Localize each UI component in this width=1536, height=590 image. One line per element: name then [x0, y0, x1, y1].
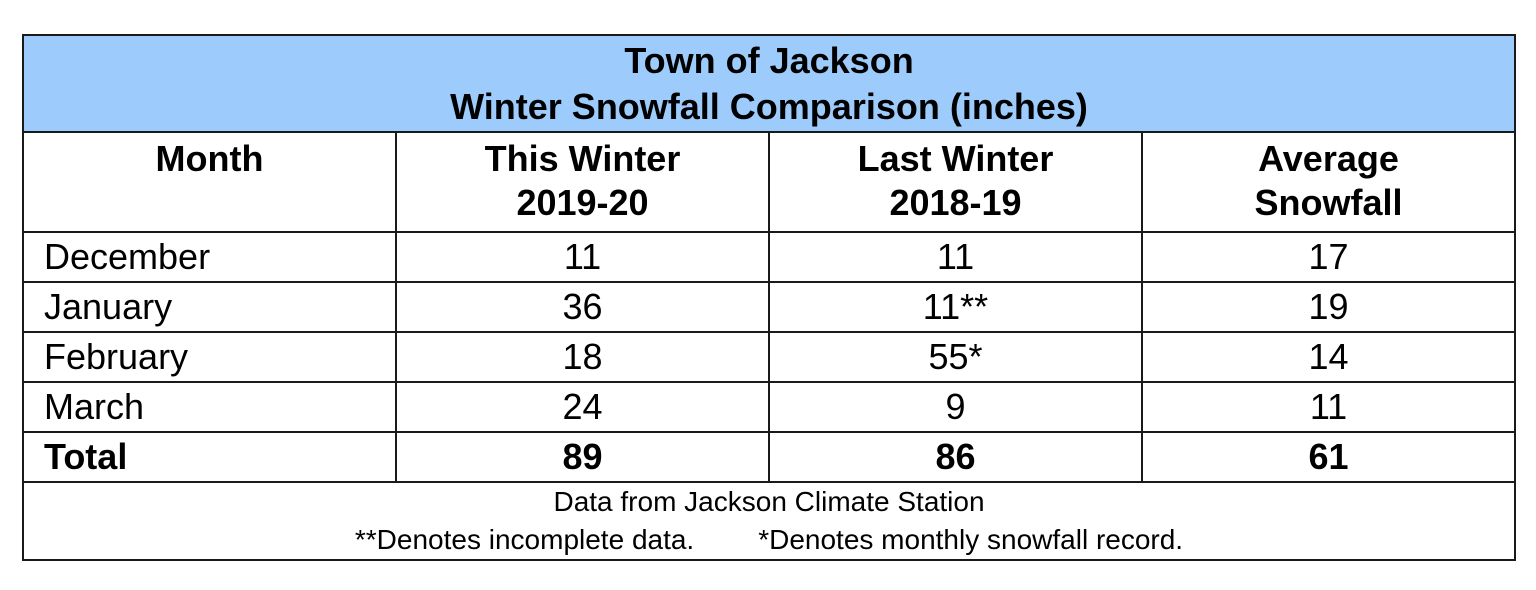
title-line-2: Winter Snowfall Comparison (inches) [450, 85, 1088, 127]
data-source-note: Data from Jackson Climate Station [553, 486, 985, 517]
column-header-average: Average Snowfall [1141, 131, 1516, 233]
footnotes: **Denotes incomplete data. *Denotes month… [24, 521, 1514, 559]
column-header-label: Last Winter [857, 138, 1054, 179]
table-title: Town of Jackson Winter Snowfall Comparis… [22, 34, 1516, 133]
month-cell: March [22, 381, 397, 433]
month-cell: February [22, 331, 397, 383]
average-cell: 14 [1141, 331, 1516, 383]
column-header-label: This Winter [484, 138, 681, 179]
this-winter-cell: 36 [395, 281, 770, 333]
column-header-label: Average [1258, 138, 1399, 179]
column-header-sublabel: 2019-20 [516, 182, 649, 223]
column-header-last-winter: Last Winter 2018-19 [768, 131, 1143, 233]
average-cell: 11 [1141, 381, 1516, 433]
record-note: *Denotes monthly snowfall record. [758, 524, 1184, 555]
this-winter-cell: 11 [395, 231, 770, 283]
table-row: February 18 55* 14 [22, 331, 1516, 383]
last-winter-cell: 55* [768, 331, 1143, 383]
title-line-1: Town of Jackson [624, 39, 914, 81]
month-cell: January [22, 281, 397, 333]
last-winter-cell: 11** [768, 281, 1143, 333]
column-header-label: Month [155, 138, 264, 179]
total-row: Total 89 86 61 [22, 431, 1516, 483]
table-footer: Data from Jackson Climate Station **Deno… [22, 481, 1516, 561]
column-header-row: Month This Winter 2019-20 Last Winter 2018… [22, 131, 1516, 233]
table-row: March 24 9 11 [22, 381, 1516, 433]
this-winter-cell: 18 [395, 331, 770, 383]
total-this-winter: 89 [395, 431, 770, 483]
this-winter-cell: 24 [395, 381, 770, 433]
table-row: January 36 11** 19 [22, 281, 1516, 333]
snowfall-table: Town of Jackson Winter Snowfall Comparis… [22, 34, 1516, 561]
total-average: 61 [1141, 431, 1516, 483]
month-cell: December [22, 231, 397, 283]
average-cell: 19 [1141, 281, 1516, 333]
column-header-this-winter: This Winter 2019-20 [395, 131, 770, 233]
column-header-sublabel: Snowfall [1254, 182, 1403, 223]
total-label: Total [22, 431, 397, 483]
column-header-month: Month [22, 131, 397, 233]
total-last-winter: 86 [768, 431, 1143, 483]
incomplete-data-note: **Denotes incomplete data. [354, 524, 695, 555]
last-winter-cell: 11 [768, 231, 1143, 283]
table-row: December 11 11 17 [22, 231, 1516, 283]
average-cell: 17 [1141, 231, 1516, 283]
column-header-sublabel: 2018-19 [889, 182, 1022, 223]
last-winter-cell: 9 [768, 381, 1143, 433]
